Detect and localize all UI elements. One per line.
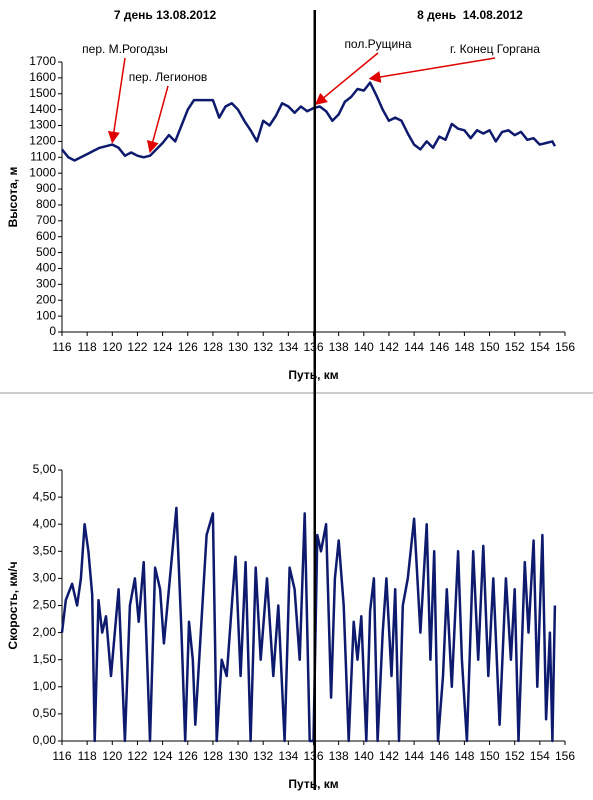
y-tick-label: 700: [36, 213, 56, 227]
data-line: [61, 81, 557, 162]
y-tick-label: 200: [36, 292, 56, 306]
x-tick-label: 148: [454, 340, 474, 354]
x-tick-label: 128: [203, 749, 223, 763]
y-axis-label: Высота, м: [6, 167, 20, 228]
day-label: 8 день 14.08.2012: [417, 8, 523, 22]
annotation-arrow: [107, 57, 126, 144]
y-tick-label: 5,00: [33, 462, 57, 476]
y-tick-label: 500: [36, 245, 56, 259]
annotation-label: пол.Рущина: [344, 37, 411, 51]
y-tick-label: 1200: [29, 134, 56, 148]
x-tick-label: 132: [253, 749, 273, 763]
x-tick-label: 144: [404, 749, 424, 763]
annotation-label: пер. М.Рогодзы: [82, 42, 168, 56]
x-tick-label: 134: [278, 340, 298, 354]
annotation-arrow: [368, 57, 496, 83]
x-tick-label: 148: [454, 749, 474, 763]
x-tick-label: 116: [52, 749, 71, 763]
y-tick-label: 0,00: [33, 733, 57, 747]
x-tick-label: 120: [102, 749, 122, 763]
annotation-label: г. Конец Горгана: [450, 42, 540, 56]
annotation-label: пер. Легионов: [129, 70, 208, 84]
y-tick-label: 1100: [30, 149, 56, 163]
x-tick-label: 124: [153, 749, 173, 763]
y-tick-label: 1300: [29, 118, 56, 132]
x-tick-label: 140: [354, 340, 374, 354]
x-tick-label: 138: [329, 749, 349, 763]
y-tick-label: 1,50: [33, 652, 57, 666]
x-tick-label: 118: [78, 749, 97, 763]
y-tick-label: 1600: [29, 70, 56, 84]
x-tick-label: 126: [178, 749, 198, 763]
x-tick-label: 146: [429, 340, 449, 354]
x-tick-label: 150: [480, 340, 500, 354]
x-tick-label: 154: [530, 340, 550, 354]
x-tick-label: 154: [530, 749, 550, 763]
day-label: 7 день 13.08.2012: [114, 8, 217, 22]
y-tick-label: 3,00: [33, 571, 57, 585]
x-tick-label: 146: [429, 749, 449, 763]
y-tick-label: 1500: [29, 86, 56, 100]
y-tick-label: 4,00: [33, 516, 57, 530]
y-tick-label: 1400: [29, 102, 56, 116]
x-tick-label: 128: [203, 340, 223, 354]
y-tick-label: 3,50: [33, 543, 57, 557]
y-tick-label: 2,00: [33, 625, 57, 639]
x-tick-label: 152: [505, 340, 525, 354]
annotation-arrow: [314, 52, 379, 106]
x-tick-label: 138: [329, 340, 349, 354]
y-tick-label: 1000: [29, 165, 56, 179]
data-line: [60, 506, 557, 743]
x-tick-label: 126: [178, 340, 198, 354]
x-tick-label: 134: [278, 749, 298, 763]
x-tick-label: 116: [52, 340, 71, 354]
x-tick-label: 122: [127, 749, 147, 763]
x-tick-label: 144: [404, 340, 424, 354]
x-tick-label: 130: [228, 340, 248, 354]
y-tick-label: 1700: [29, 54, 56, 68]
y-tick-label: 0: [49, 324, 56, 338]
x-tick-label: 118: [78, 340, 97, 354]
y-tick-label: 300: [36, 277, 56, 291]
x-tick-label: 142: [379, 340, 399, 354]
x-tick-label: 156: [555, 749, 575, 763]
x-tick-label: 142: [379, 749, 399, 763]
x-tick-label: 120: [102, 340, 122, 354]
y-tick-label: 900: [36, 181, 56, 195]
x-tick-label: 140: [354, 749, 374, 763]
x-tick-label: 156: [555, 340, 575, 354]
y-axis-label: Скорость, км/ч: [6, 561, 20, 649]
y-tick-label: 1,00: [33, 679, 57, 693]
x-tick-label: 132: [253, 340, 273, 354]
annotation-arrow: [147, 85, 169, 154]
y-tick-label: 600: [36, 229, 56, 243]
y-tick-label: 2,50: [33, 598, 57, 612]
x-tick-label: 152: [505, 749, 525, 763]
x-tick-label: 150: [480, 749, 500, 763]
x-tick-label: 124: [153, 340, 173, 354]
y-tick-label: 100: [36, 308, 56, 322]
x-tick-label: 122: [127, 340, 147, 354]
y-tick-label: 0,50: [33, 706, 57, 720]
y-tick-label: 800: [36, 197, 56, 211]
y-tick-label: 400: [36, 261, 56, 275]
y-tick-label: 4,50: [33, 489, 57, 503]
x-tick-label: 130: [228, 749, 248, 763]
